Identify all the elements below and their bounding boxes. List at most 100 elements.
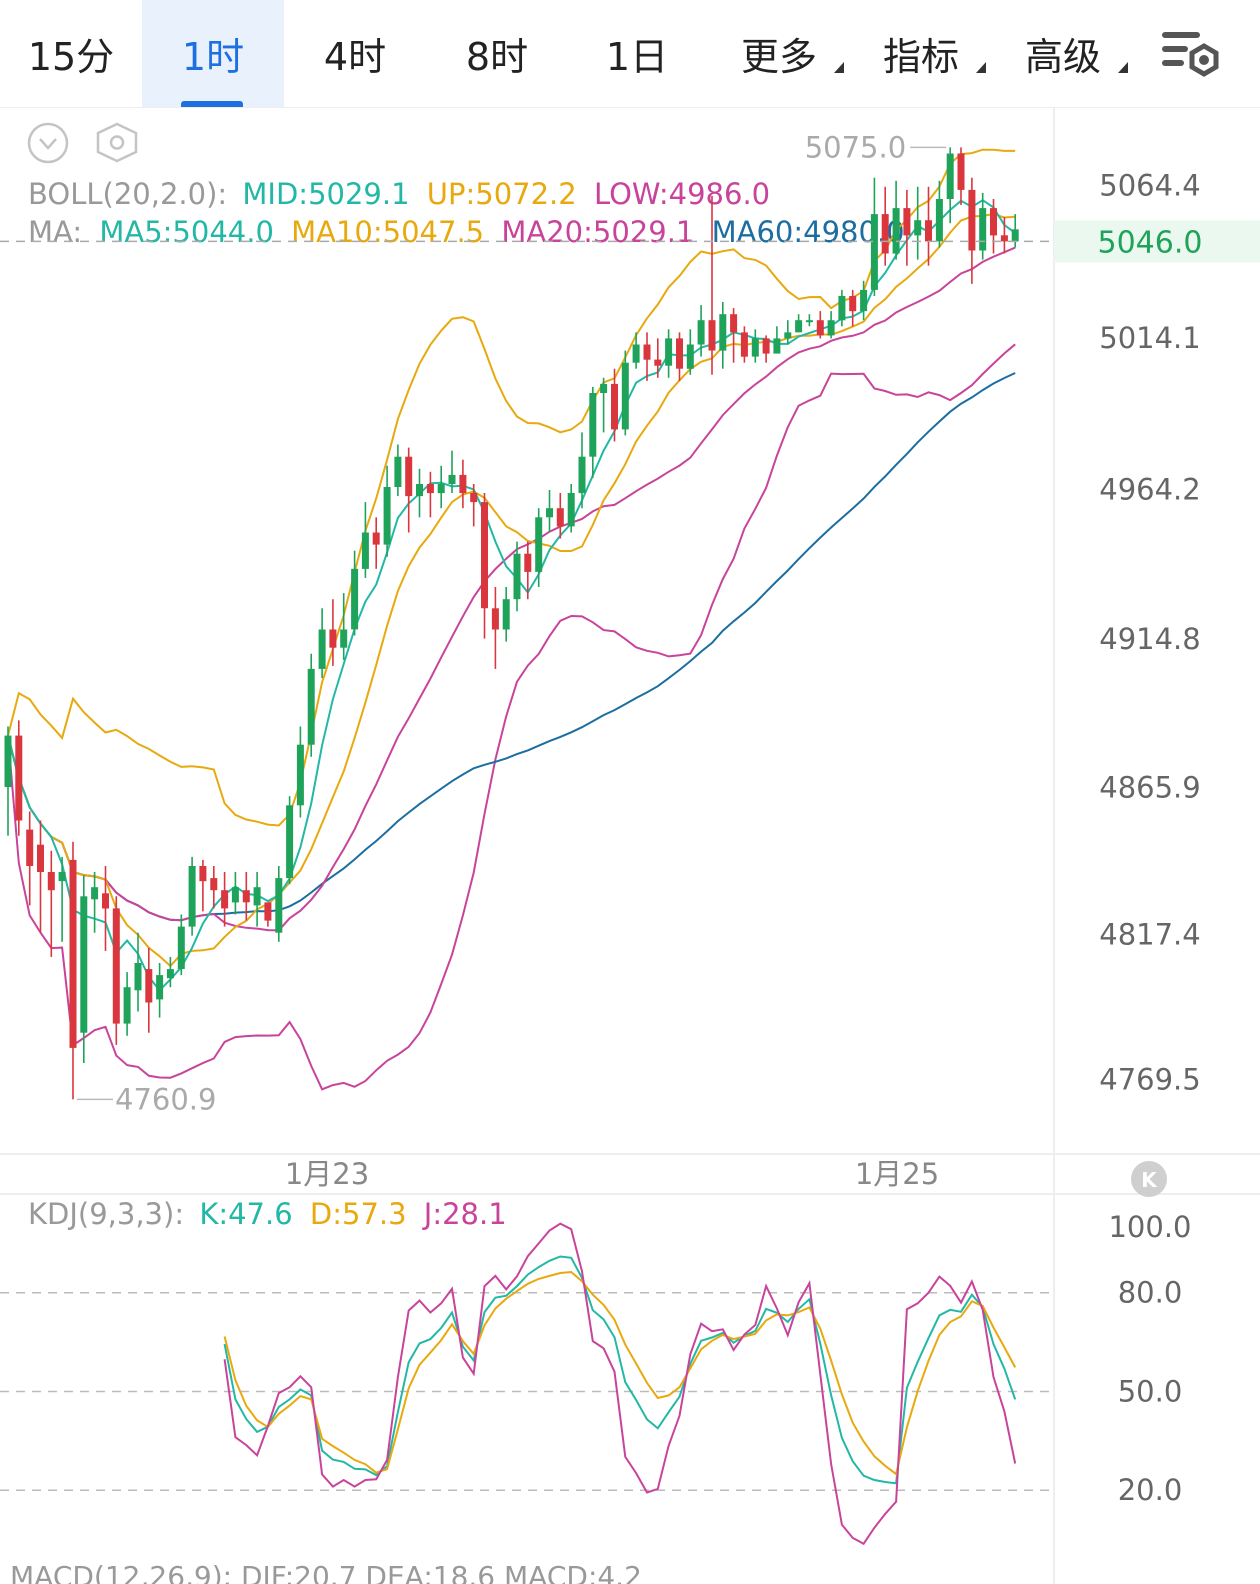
candle-body (795, 320, 803, 333)
candle-body (611, 383, 618, 430)
date-tick-label: 1月25 (855, 1157, 939, 1191)
dropdown-caret-icon (834, 62, 844, 73)
indicator-settings-icon[interactable] (96, 122, 138, 163)
candle-body (903, 208, 911, 236)
boll-low-value: LOW:4986.0 (594, 177, 770, 211)
candle-body (968, 189, 976, 251)
price-tick-label: 5064.4 (1099, 169, 1200, 203)
candle-body (264, 902, 272, 921)
kdj-axis: 100.0 80.0 50.0 20.0 (1108, 1210, 1191, 1507)
candle-body (329, 629, 337, 648)
candle-body (762, 338, 770, 354)
active-tab-indicator (181, 101, 243, 107)
candle-body (177, 926, 185, 969)
candle-body (849, 296, 857, 312)
last-price-badge (1054, 220, 1260, 263)
candle-body (491, 608, 499, 630)
candle-body (166, 969, 174, 979)
candle-body (740, 332, 748, 357)
latest-k-icon: K (1141, 1168, 1158, 1192)
tab-1hour[interactable]: 1时 (142, 0, 284, 107)
last-price-label: 5046.0 (1098, 225, 1203, 260)
ma5-value: MA5:5044.0 (99, 215, 274, 249)
scroll-to-latest-button[interactable] (1131, 1161, 1167, 1197)
candle-body (935, 199, 943, 242)
candle-body (351, 568, 359, 630)
boll-up-value: UP:5072.2 (427, 177, 577, 211)
tab-15min[interactable]: 15分 (0, 0, 142, 107)
candle-body (481, 502, 488, 609)
candle-body (870, 214, 878, 290)
candle-body (751, 338, 759, 357)
candle-body (394, 456, 402, 487)
price-tick-label: 4865.9 (1099, 770, 1200, 804)
price-tick-label: 4914.8 (1099, 622, 1200, 656)
candle-body (459, 474, 467, 494)
kdj-d-line (223, 1270, 1017, 1476)
kdj-tick-label: 100.0 (1108, 1210, 1191, 1244)
ma10-line (7, 213, 1016, 968)
dropdown-caret-icon (1118, 62, 1128, 73)
ma5-line (7, 199, 1016, 992)
price-tick-label: 4769.5 (1099, 1063, 1200, 1097)
candle-body (827, 320, 835, 336)
candle-body (26, 829, 34, 866)
kdj-legend-label: KDJ(9,3,3): (28, 1197, 184, 1231)
candle-body (654, 359, 662, 366)
chart-canvas[interactable]: BOLL(20,2.0): MID:5029.1 UP:5072.2 LOW:4… (0, 108, 1260, 1584)
kdj-k-line (223, 1255, 1017, 1485)
candle-body (37, 844, 44, 872)
tab-indicators[interactable]: 指标 (850, 0, 992, 107)
kdj-k-value: K:47.6 (199, 1197, 292, 1231)
candle-body (80, 896, 88, 1033)
candle-body (665, 338, 673, 366)
candle-body (286, 805, 294, 879)
candlestick-series (4, 147, 1019, 1100)
tab-more[interactable]: 更多 (708, 0, 850, 107)
candle-body (470, 493, 478, 503)
candle-body (513, 553, 521, 600)
candle-body (892, 208, 900, 254)
candle-body (361, 532, 369, 569)
min-price-label: 4760.9 (115, 1082, 216, 1116)
gear-center-icon (109, 135, 125, 150)
candle-body (58, 872, 66, 882)
dropdown-caret-icon (976, 62, 986, 73)
candle-body (47, 872, 55, 891)
tab-label: 高级 (1024, 35, 1101, 79)
candle-body (567, 493, 575, 527)
candle-body (69, 859, 77, 1048)
candle-body (676, 338, 683, 369)
candle-body (600, 383, 608, 393)
candle-body (221, 890, 229, 909)
candle-body (112, 908, 120, 1024)
candle-body (546, 508, 553, 518)
candle-body (383, 487, 391, 545)
tab-4hour[interactable]: 4时 (284, 0, 426, 107)
boll-legend-label: BOLL(20,2.0): (28, 177, 227, 211)
candle-body (686, 344, 694, 369)
candle-body (524, 553, 532, 572)
candle-body (134, 963, 142, 991)
candle-body (805, 320, 813, 323)
candle-body (1011, 229, 1019, 242)
candle-body (578, 456, 586, 494)
tab-8hour[interactable]: 8时 (426, 0, 568, 107)
interval-tab-bar: 15分 1时 4时 8时 1日 更多 指标 高级 (0, 0, 1260, 108)
candle-body (697, 320, 705, 345)
candle-body (925, 220, 932, 242)
boll-bands (7, 148, 1016, 1091)
candle-body (231, 887, 239, 903)
tab-label: 8时 (465, 35, 529, 79)
macd-legend: MACD(12,26,9): DIF:20.7 DEA:18.6 MACD:4.… (10, 1560, 642, 1584)
kdj-tick-label: 50.0 (1118, 1375, 1183, 1409)
tab-1day[interactable]: 1日 (566, 0, 708, 107)
chart-settings-icon[interactable] (1158, 22, 1222, 86)
candle-body (535, 517, 543, 572)
candle-body (957, 153, 965, 190)
candle-body (4, 735, 12, 788)
collapse-legend-icon[interactable] (27, 122, 69, 164)
candle-body (426, 484, 434, 494)
candle-body (275, 878, 283, 933)
tab-advanced[interactable]: 高级 (992, 0, 1134, 107)
